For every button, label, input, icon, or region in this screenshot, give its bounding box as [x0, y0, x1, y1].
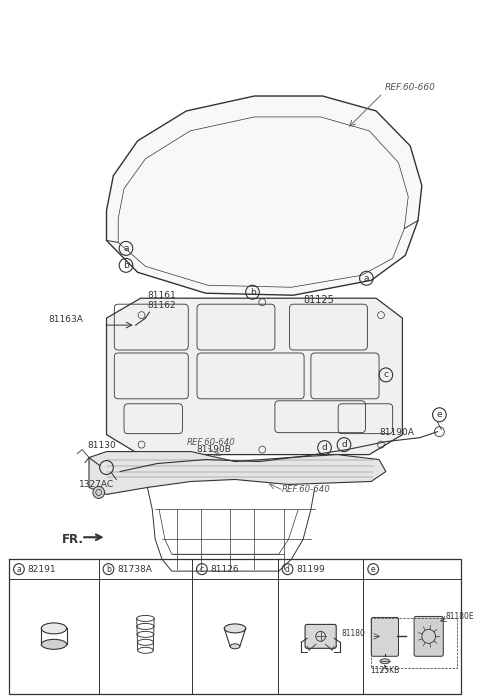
Ellipse shape	[224, 624, 246, 633]
Text: a: a	[364, 274, 369, 283]
Text: a: a	[16, 565, 21, 573]
Text: 81125: 81125	[303, 295, 334, 305]
Text: e: e	[437, 410, 442, 419]
Text: b: b	[123, 261, 129, 270]
Text: REF.60-640: REF.60-640	[282, 485, 330, 494]
Ellipse shape	[41, 639, 67, 650]
Text: FR.: FR.	[62, 533, 84, 546]
Ellipse shape	[380, 659, 390, 664]
Text: d: d	[285, 565, 290, 573]
Polygon shape	[89, 452, 386, 494]
Circle shape	[93, 486, 105, 498]
Text: 81126: 81126	[211, 565, 239, 573]
Text: 81161: 81161	[147, 291, 176, 300]
Text: d: d	[341, 440, 347, 449]
Text: c: c	[200, 565, 204, 573]
Text: e: e	[371, 565, 375, 573]
Text: REF.60-640: REF.60-640	[186, 438, 235, 447]
FancyBboxPatch shape	[371, 617, 398, 657]
Text: a: a	[123, 244, 129, 253]
Text: 81162: 81162	[147, 301, 176, 310]
Text: d: d	[322, 443, 327, 452]
Text: b: b	[106, 565, 111, 573]
Ellipse shape	[41, 623, 67, 634]
Text: 1125KB: 1125KB	[370, 666, 399, 675]
Text: 81180: 81180	[342, 629, 365, 638]
Text: 81163A: 81163A	[48, 315, 83, 324]
Text: c: c	[384, 370, 388, 379]
Text: b: b	[250, 288, 255, 297]
Polygon shape	[107, 298, 402, 454]
Text: 1327AC: 1327AC	[79, 480, 114, 489]
Polygon shape	[107, 96, 422, 295]
FancyBboxPatch shape	[414, 617, 443, 657]
Text: REF.60-660: REF.60-660	[385, 83, 436, 92]
Ellipse shape	[230, 644, 240, 649]
Text: 81180E: 81180E	[445, 612, 474, 621]
FancyBboxPatch shape	[305, 624, 336, 648]
Text: 81190B: 81190B	[196, 444, 231, 454]
Text: 81199: 81199	[296, 565, 325, 573]
Text: 81738A: 81738A	[117, 565, 152, 573]
Text: 82191: 82191	[28, 565, 56, 573]
Text: 81130: 81130	[87, 440, 116, 449]
Text: 81190A: 81190A	[379, 428, 414, 437]
